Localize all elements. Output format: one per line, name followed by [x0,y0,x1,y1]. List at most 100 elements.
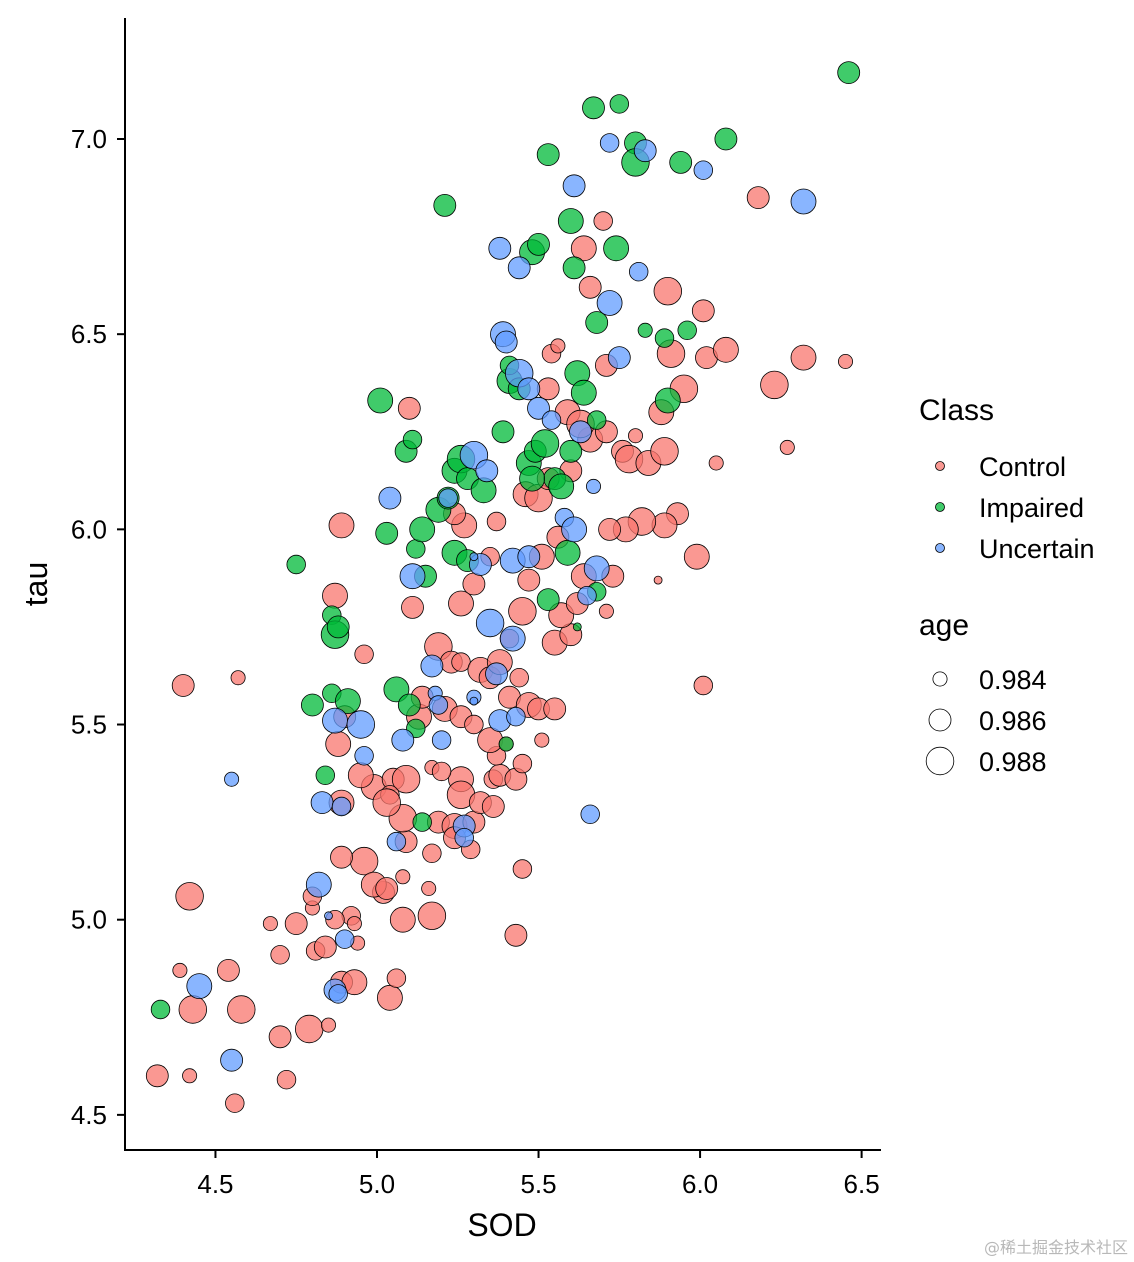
data-point [175,882,204,911]
data-point [504,923,528,947]
data-point [406,539,426,559]
x-tick-label: 4.5 [197,1169,233,1199]
data-point [354,644,374,665]
data-point [628,428,644,444]
data-point [536,588,560,611]
data-point [172,962,188,978]
data-point [837,61,861,84]
data-point [562,174,586,198]
y-axis-title: tau [18,562,54,606]
data-point [607,346,631,370]
data-point [583,555,610,582]
series-uncertain [186,133,817,1072]
data-point [464,714,484,735]
data-point [399,563,426,590]
x-axis-title: SOD [467,1207,536,1243]
data-point [372,788,401,817]
data-point [331,796,352,817]
data-point [760,370,789,400]
data-point [654,387,681,414]
data-point [438,488,458,508]
data-point [512,753,533,774]
data-point [491,420,515,444]
data-point [386,831,407,852]
data-point [593,211,613,231]
class-legend-entries: Control Impaired Uncertain [935,452,1095,564]
data-point [330,845,353,869]
data-point [691,299,715,323]
points-layer [145,61,861,1113]
data-point [220,1048,244,1072]
data-point [530,429,560,458]
data-point [580,804,600,825]
data-point [693,675,714,696]
data-point [320,1017,336,1033]
data-point [305,871,332,898]
data-point [230,670,246,686]
data-point [469,552,479,562]
data-point [409,516,436,543]
data-point [603,235,629,262]
data-point [629,262,649,282]
data-point [570,235,597,262]
data-point [402,429,423,450]
x-tick-label: 5.0 [359,1169,395,1199]
data-point [557,208,584,234]
data-point [225,1093,245,1113]
data-point [651,512,678,539]
data-point [475,459,499,483]
data-point [227,995,256,1024]
legend-size-key [925,746,955,776]
data-point [633,139,657,163]
legend-size-key [932,671,948,687]
data-point [790,188,817,215]
data-point [653,277,683,306]
data-point [572,622,582,632]
data-point [284,912,308,935]
data-point [708,455,724,471]
data-point [346,710,376,739]
data-point [569,420,592,444]
y-tick-label: 5.5 [71,710,107,740]
data-point [224,771,240,787]
legend-key-control [935,461,945,471]
data-point [779,439,795,455]
data-point [462,572,486,596]
data-point [313,935,337,959]
data-point [534,732,550,748]
data-point [714,127,738,151]
data-point [454,828,474,848]
age-legend-title: age [919,609,969,642]
data-point [669,150,693,174]
data-point [412,812,432,832]
data-point [609,94,630,114]
data-point [397,396,421,420]
data-point [216,959,240,982]
data-point [637,322,653,338]
data-point [598,518,621,541]
data-point [349,846,379,876]
data-point [334,688,361,714]
data-point [376,984,403,1011]
legend-label-uncertain: Uncertain [979,534,1095,564]
data-point [145,1064,169,1088]
data-point [367,387,394,414]
data-point [838,353,854,369]
data-point [559,439,583,463]
data-point [498,736,514,752]
y-tick-label: 6.5 [71,319,107,349]
data-point [448,590,474,617]
data-point [270,945,290,965]
data-point [577,586,597,606]
data-point [150,999,171,1020]
y-tick-label: 4.5 [71,1100,107,1130]
y-tick-label: 6.0 [71,514,107,544]
data-point [347,762,374,789]
data-point [469,696,479,706]
data-point [506,707,526,727]
data-point [517,377,541,401]
data-point [509,668,529,688]
data-point [422,843,442,864]
data-point [328,512,355,539]
